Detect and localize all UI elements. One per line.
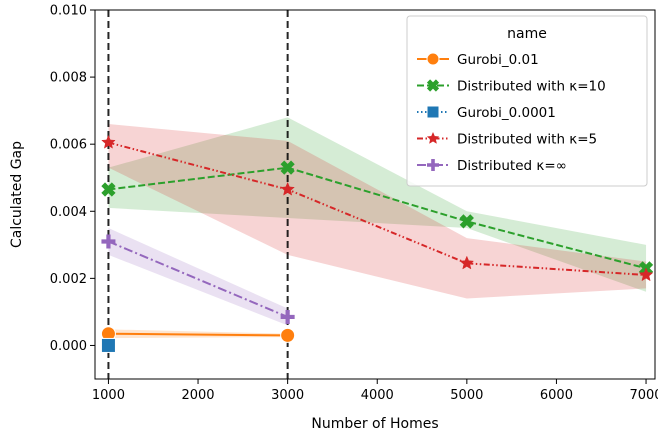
legend-item-distributed: Distributed κ=∞ <box>417 158 567 174</box>
y-tick-label-3: 0.006 <box>50 138 87 153</box>
line-gurobi-0-01 <box>108 332 288 337</box>
band-distributed-with-5 <box>108 124 647 299</box>
point-gurobi-0-0001-1000 <box>100 337 116 353</box>
legend-item-distributed-with-5: Distributed with κ=5 <box>417 132 597 148</box>
series-lines <box>108 141 647 337</box>
y-tick-label-1: 0.002 <box>50 272 87 287</box>
plot-frame <box>94 9 656 380</box>
x-axis-label: Number of Homes <box>311 416 438 432</box>
y-tick-label-5: 0.010 <box>50 4 87 19</box>
x-tick-label-5000: 5000 <box>450 388 483 403</box>
legend-label-distributed-with-5: Distributed with κ=5 <box>457 132 597 148</box>
y-axis-label: Calculated Gap <box>9 141 25 248</box>
legend-title: name <box>507 26 547 42</box>
legend-marker-distributed-with-5 <box>426 131 440 144</box>
point-distributed-with-5-7000 <box>638 267 654 282</box>
y-tick-label-0: 0.000 <box>50 339 87 354</box>
x-tick-label-3000: 3000 <box>271 388 304 403</box>
legend-label-gurobi-0-0001: Gurobi_0.0001 <box>457 105 556 121</box>
point-distributed-1000 <box>101 234 116 249</box>
legend-item-gurobi-0-01: Gurobi_0.01 <box>417 52 539 68</box>
reference-lines <box>107 10 289 379</box>
legend-item-distributed-with-10: Distributed with κ=10 <box>417 79 606 95</box>
point-distributed-with-10-1000 <box>101 182 116 197</box>
band-distributed-with-10 <box>108 117 647 292</box>
point-distributed-with-5-5000 <box>459 255 475 270</box>
line-distributed-with-5 <box>108 141 647 277</box>
band-distributed <box>108 228 288 326</box>
legend-marker-gurobi-0-01 <box>426 52 440 66</box>
y-tick-label-2: 0.004 <box>50 205 87 220</box>
x-tick-label-4000: 4000 <box>361 388 394 403</box>
point-distributed-3000 <box>280 309 295 324</box>
x-tick-label-1000: 1000 <box>92 388 125 403</box>
y-axis-ticks: 0.000 0.002 0.004 0.006 0.008 0.010 <box>50 4 95 354</box>
point-distributed-with-5-3000 <box>280 181 295 196</box>
point-distributed-with-10-5000 <box>459 214 474 229</box>
line-distributed <box>108 240 289 318</box>
x-tick-label-6000: 6000 <box>540 388 573 403</box>
legend-marker-distributed <box>427 159 439 171</box>
legend-marker-gurobi-0-0001 <box>426 105 440 119</box>
legend-label-distributed: Distributed κ=∞ <box>457 158 567 174</box>
legend-item-gurobi-0-0001: Gurobi_0.0001 <box>417 105 556 121</box>
legend-label-distributed-with-10: Distributed with κ=10 <box>457 79 606 95</box>
series-markers <box>100 134 654 353</box>
x-tick-label-2000: 2000 <box>181 388 214 403</box>
legend-box <box>406 15 648 187</box>
legend-label-gurobi-0-01: Gurobi_0.01 <box>457 52 539 68</box>
point-distributed-with-10-3000 <box>280 160 295 175</box>
legend-marker-distributed-with-10 <box>426 79 440 92</box>
point-distributed-with-5-1000 <box>101 134 116 149</box>
line-distributed-with-10 <box>108 166 647 270</box>
y-tick-label-4: 0.008 <box>50 71 87 86</box>
legend: name Gurobi_0.01 Distributed with κ=10 Guro… <box>406 15 648 187</box>
point-gurobi-0-01-3000 <box>280 327 296 343</box>
